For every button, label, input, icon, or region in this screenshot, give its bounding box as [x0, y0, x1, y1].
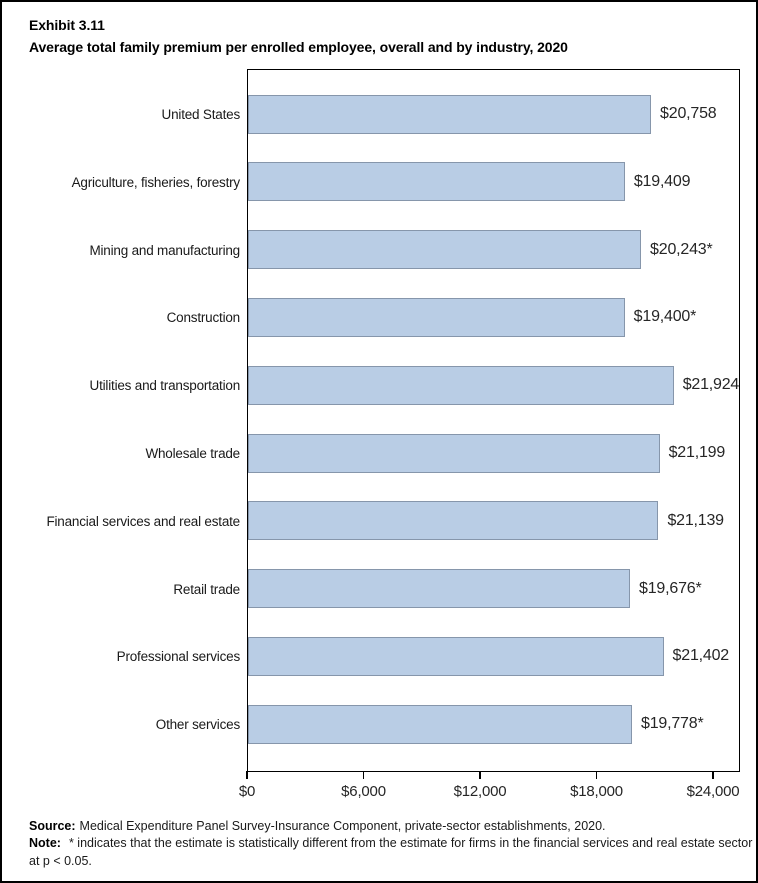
x-tick-label: $0: [238, 783, 256, 800]
source-label: Source:: [29, 819, 76, 833]
category-label: Construction: [166, 310, 241, 326]
category-label: Mining and manufacturing: [89, 242, 240, 258]
bar-value-label: $21,139: [667, 511, 724, 529]
bar: [248, 230, 642, 270]
category-label: Professional services: [116, 649, 241, 665]
bar: [248, 501, 659, 541]
bar-value-label: $20,243*: [650, 240, 713, 258]
plot-area: $20,758 $19,409 $20,243* $19,400* $21,924 $21…: [247, 69, 740, 772]
x-axis-tick: [595, 770, 598, 779]
bar-value-label: $19,400*: [633, 308, 697, 326]
x-axis-tick: [712, 770, 714, 779]
x-axis-tick: [246, 770, 248, 779]
source-text: Medical Expenditure Panel Survey-Insuran…: [79, 819, 606, 833]
category-label: Retail trade: [173, 581, 240, 597]
bar: [248, 704, 633, 744]
bar-row: $19,409: [248, 162, 691, 202]
bar: [248, 297, 625, 337]
x-tick-label: $12,000: [453, 783, 507, 800]
bar-row: $21,402: [248, 636, 730, 676]
category-label: Other services: [155, 717, 240, 733]
x-tick-label: $6,000: [341, 783, 386, 800]
bar: [248, 365, 674, 405]
bar-value-label: $19,778*: [641, 715, 704, 733]
exhibit-number: Exhibit 3.11: [29, 17, 105, 33]
bar-value-label: $21,402: [672, 647, 730, 665]
category-label: United States: [161, 107, 241, 122]
chart-title: Average total family premium per enrolle…: [29, 39, 568, 55]
x-tick-label: $18,000: [570, 783, 623, 800]
bar: [248, 569, 631, 609]
bar-row: $20,758: [248, 94, 717, 134]
note-label: Note:: [29, 836, 61, 851]
x-axis-tick: [479, 770, 481, 779]
bar-value-label: $21,199: [668, 444, 726, 461]
chart-title-block: Exhibit 3.11 Average total family premiu…: [29, 14, 568, 58]
x-axis-tick: [362, 770, 365, 779]
bar: [248, 162, 625, 202]
bar: [248, 433, 660, 473]
category-label: Utilities and transportation: [89, 378, 241, 394]
bar-row: $19,778*: [248, 704, 704, 744]
footnotes: Source: Medical Expenditure Panel Survey-…: [29, 818, 753, 870]
bar: [248, 636, 664, 676]
bar-row: $21,199: [248, 433, 726, 473]
bar-row: $19,400*: [248, 297, 697, 337]
bar-value-label: $20,758: [660, 105, 717, 122]
category-label: Agriculture, fisheries, forestry: [71, 174, 241, 190]
note-text: * indicates that the estimate is statist…: [29, 836, 753, 868]
category-label: Wholesale trade: [145, 446, 240, 461]
bar-value-label: $19,676*: [639, 579, 702, 597]
bar-row: $19,676*: [248, 569, 702, 609]
bar: [248, 94, 652, 134]
bar-value-label: $19,409: [633, 172, 691, 190]
bar-row: $21,924: [248, 365, 740, 405]
bar-value-label: $21,924: [682, 376, 740, 394]
x-tick-label: $24,000: [686, 783, 740, 800]
bar-row: $21,139: [248, 501, 724, 541]
category-label: Financial services and real estate: [46, 513, 240, 529]
bar-row: $20,243*: [248, 230, 713, 270]
